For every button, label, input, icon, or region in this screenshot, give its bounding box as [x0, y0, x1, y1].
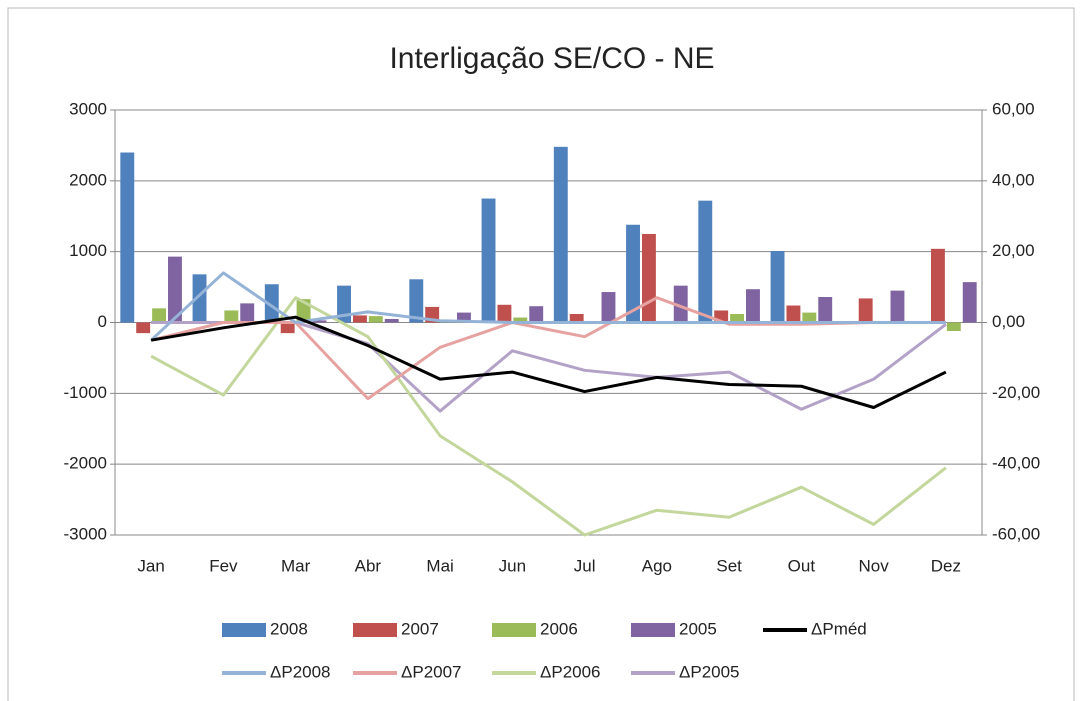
bar	[481, 198, 496, 323]
x-tick-label: Out	[788, 556, 816, 575]
bar	[457, 312, 471, 323]
bar	[409, 279, 424, 323]
x-tick-label: Dez	[931, 556, 961, 575]
bar	[384, 318, 399, 323]
x-tick-label: Nov	[859, 556, 890, 575]
bar	[818, 297, 833, 323]
chart-title: Interligação SE/CO - NE	[389, 42, 714, 75]
line-series	[150, 315, 947, 409]
bar	[368, 316, 383, 323]
bar	[264, 284, 279, 323]
legend-label: ΔPméd	[811, 619, 867, 638]
legend-label: 2007	[401, 619, 439, 638]
y-tick-label: 3000	[69, 99, 107, 118]
bar	[626, 224, 640, 323]
bar	[136, 322, 151, 334]
bar	[337, 285, 351, 323]
bar	[497, 304, 512, 323]
bar	[890, 290, 905, 323]
x-tick-label: Mai	[426, 556, 453, 575]
bar	[930, 248, 945, 323]
y-tick-label: -3000	[64, 524, 107, 543]
bar	[802, 312, 817, 323]
bar	[746, 289, 760, 323]
x-tick-label: Jun	[499, 556, 526, 575]
bar	[601, 292, 616, 323]
bar	[858, 298, 873, 323]
x-tick-label: Mar	[281, 556, 311, 575]
legend-label: 2008	[270, 619, 308, 638]
bar	[192, 274, 207, 323]
legend-swatch	[492, 623, 536, 637]
bar	[730, 314, 745, 323]
bar	[280, 322, 295, 334]
legend-swatch	[222, 623, 266, 637]
y2-tick-label: -40,00	[992, 454, 1040, 473]
legend-label: ΔP2005	[679, 662, 740, 681]
y2-tick-label: 0,00	[992, 312, 1025, 331]
bar	[224, 310, 239, 323]
legend-label: 2005	[679, 619, 717, 638]
y-tick-label: 0	[98, 312, 107, 331]
bar	[946, 322, 961, 331]
bar	[352, 315, 367, 323]
legend-label: ΔP2008	[270, 662, 331, 681]
y2-tick-label: -20,00	[992, 383, 1040, 402]
x-tick-label: Jul	[574, 556, 596, 575]
bar	[529, 306, 544, 323]
bar	[120, 152, 135, 323]
x-tick-label: Ago	[642, 556, 672, 575]
bar	[962, 282, 977, 323]
legend-label: 2006	[540, 619, 578, 638]
line-series	[150, 271, 946, 342]
legend-swatch	[353, 623, 397, 637]
y2-tick-label: 20,00	[992, 241, 1035, 260]
legend-label: ΔP2006	[540, 662, 601, 681]
y-tick-label: -2000	[64, 454, 107, 473]
y2-tick-label: -60,00	[992, 524, 1040, 543]
bar	[569, 314, 584, 323]
legend-swatch	[631, 623, 675, 637]
y-tick-label: -1000	[64, 383, 107, 402]
bar	[312, 320, 327, 323]
bar	[673, 285, 688, 323]
bar	[168, 256, 182, 323]
legend-label: ΔP2007	[401, 662, 462, 681]
y2-tick-label: 40,00	[992, 170, 1035, 189]
bar	[240, 303, 255, 323]
bar	[770, 250, 785, 323]
bar	[786, 305, 801, 323]
x-tick-label: Abr	[355, 556, 382, 575]
x-tick-label: Fev	[209, 556, 238, 575]
y2-tick-label: 60,00	[992, 99, 1035, 118]
chart-frame	[7, 7, 1075, 701]
x-tick-label: Jan	[137, 556, 164, 575]
bar	[513, 317, 528, 323]
y-tick-label: 2000	[69, 170, 107, 189]
bar	[698, 200, 713, 323]
bar	[553, 146, 568, 323]
bar	[152, 308, 167, 323]
x-tick-label: Set	[716, 556, 742, 575]
y-tick-label: 1000	[69, 241, 107, 260]
bar	[641, 233, 656, 323]
